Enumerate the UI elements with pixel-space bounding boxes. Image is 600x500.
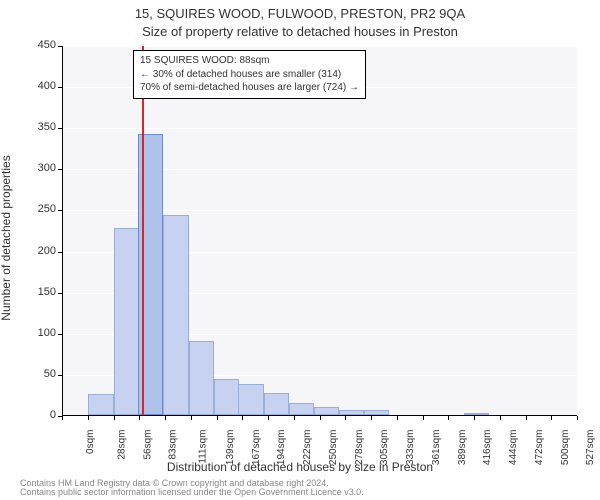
y-tick-label: 400	[16, 80, 56, 92]
x-tick-label: 389sqm	[457, 430, 468, 466]
histogram-bar	[264, 393, 289, 415]
footer-attribution: Contains HM Land Registry data © Crown c…	[20, 479, 364, 497]
x-tick-label: 416sqm	[482, 430, 493, 466]
histogram-bar	[189, 341, 214, 415]
plot-area: 15 SQUIRES WOOD: 88sqm ← 30% of detached…	[62, 46, 577, 416]
histogram-bar	[163, 215, 188, 415]
x-tick-label: 472sqm	[534, 430, 545, 466]
x-tick-mark	[551, 416, 552, 420]
x-tick-mark	[320, 416, 321, 420]
y-tick-label: 450	[16, 39, 56, 51]
x-tick-label: 28sqm	[116, 430, 127, 460]
annotation-line1: 15 SQUIRES WOOD: 88sqm	[140, 54, 359, 68]
chart-container: 15, SQUIRES WOOD, FULWOOD, PRESTON, PR2 …	[0, 0, 600, 500]
x-tick-mark	[114, 416, 115, 420]
x-tick-label: 56sqm	[142, 430, 153, 460]
x-tick-mark	[139, 416, 140, 420]
x-tick-mark	[526, 416, 527, 420]
histogram-bar	[289, 403, 314, 415]
x-tick-mark	[191, 416, 192, 420]
x-tick-mark	[88, 416, 89, 420]
gridline	[63, 128, 577, 129]
y-tick-label: 300	[16, 162, 56, 174]
y-tick-mark	[58, 210, 62, 211]
x-tick-mark	[294, 416, 295, 420]
histogram-bar	[339, 410, 364, 415]
chart-title-subtitle: Size of property relative to detached ho…	[0, 24, 600, 39]
histogram-bar	[114, 228, 139, 415]
y-tick-label: 150	[16, 286, 56, 298]
x-tick-label: 527sqm	[585, 430, 596, 466]
x-tick-mark	[345, 416, 346, 420]
y-tick-mark	[58, 334, 62, 335]
x-tick-mark	[165, 416, 166, 420]
x-tick-mark	[62, 416, 63, 420]
y-tick-mark	[58, 46, 62, 47]
x-tick-label: 83sqm	[168, 430, 179, 460]
x-tick-label: 194sqm	[276, 430, 287, 466]
x-tick-label: 222sqm	[302, 430, 313, 466]
x-tick-mark	[268, 416, 269, 420]
y-tick-label: 50	[16, 368, 56, 380]
y-tick-mark	[58, 293, 62, 294]
histogram-bar	[464, 413, 489, 415]
x-tick-mark	[577, 416, 578, 420]
x-tick-label: 0sqm	[85, 430, 96, 454]
gridline	[63, 46, 577, 47]
reference-line	[142, 46, 144, 415]
x-tick-label: 111sqm	[198, 430, 209, 464]
y-tick-label: 0	[16, 409, 56, 421]
y-tick-label: 100	[16, 327, 56, 339]
chart-title-address: 15, SQUIRES WOOD, FULWOOD, PRESTON, PR2 …	[0, 6, 600, 21]
x-tick-mark	[397, 416, 398, 420]
x-tick-mark	[423, 416, 424, 420]
x-tick-label: 305sqm	[379, 430, 390, 466]
y-axis-label: Number of detached properties	[0, 155, 13, 320]
x-tick-mark	[217, 416, 218, 420]
x-tick-mark	[474, 416, 475, 420]
footer-line2: Contains public sector information licen…	[20, 488, 364, 497]
x-tick-label: 278sqm	[354, 430, 365, 466]
annotation-box: 15 SQUIRES WOOD: 88sqm ← 30% of detached…	[133, 50, 366, 99]
y-tick-mark	[58, 128, 62, 129]
x-tick-mark	[500, 416, 501, 420]
histogram-bar	[314, 407, 339, 415]
x-tick-label: 167sqm	[251, 430, 262, 466]
y-tick-label: 200	[16, 245, 56, 257]
x-tick-label: 250sqm	[328, 430, 339, 466]
y-tick-label: 250	[16, 203, 56, 215]
annotation-line2: ← 30% of detached houses are smaller (31…	[140, 68, 359, 82]
histogram-bar	[88, 394, 113, 415]
annotation-line3: 70% of semi-detached houses are larger (…	[140, 81, 359, 95]
x-tick-label: 139sqm	[225, 430, 236, 466]
y-tick-mark	[58, 375, 62, 376]
histogram-bar	[214, 379, 239, 415]
x-tick-label: 361sqm	[431, 430, 442, 466]
histogram-bar	[238, 384, 263, 415]
y-tick-mark	[58, 87, 62, 88]
x-tick-mark	[371, 416, 372, 420]
x-tick-label: 333sqm	[405, 430, 416, 466]
x-tick-mark	[448, 416, 449, 420]
y-tick-mark	[58, 169, 62, 170]
x-tick-mark	[242, 416, 243, 420]
y-tick-mark	[58, 252, 62, 253]
x-tick-label: 444sqm	[508, 430, 519, 466]
x-tick-label: 500sqm	[560, 430, 571, 466]
histogram-bar	[364, 410, 389, 415]
y-tick-label: 350	[16, 121, 56, 133]
